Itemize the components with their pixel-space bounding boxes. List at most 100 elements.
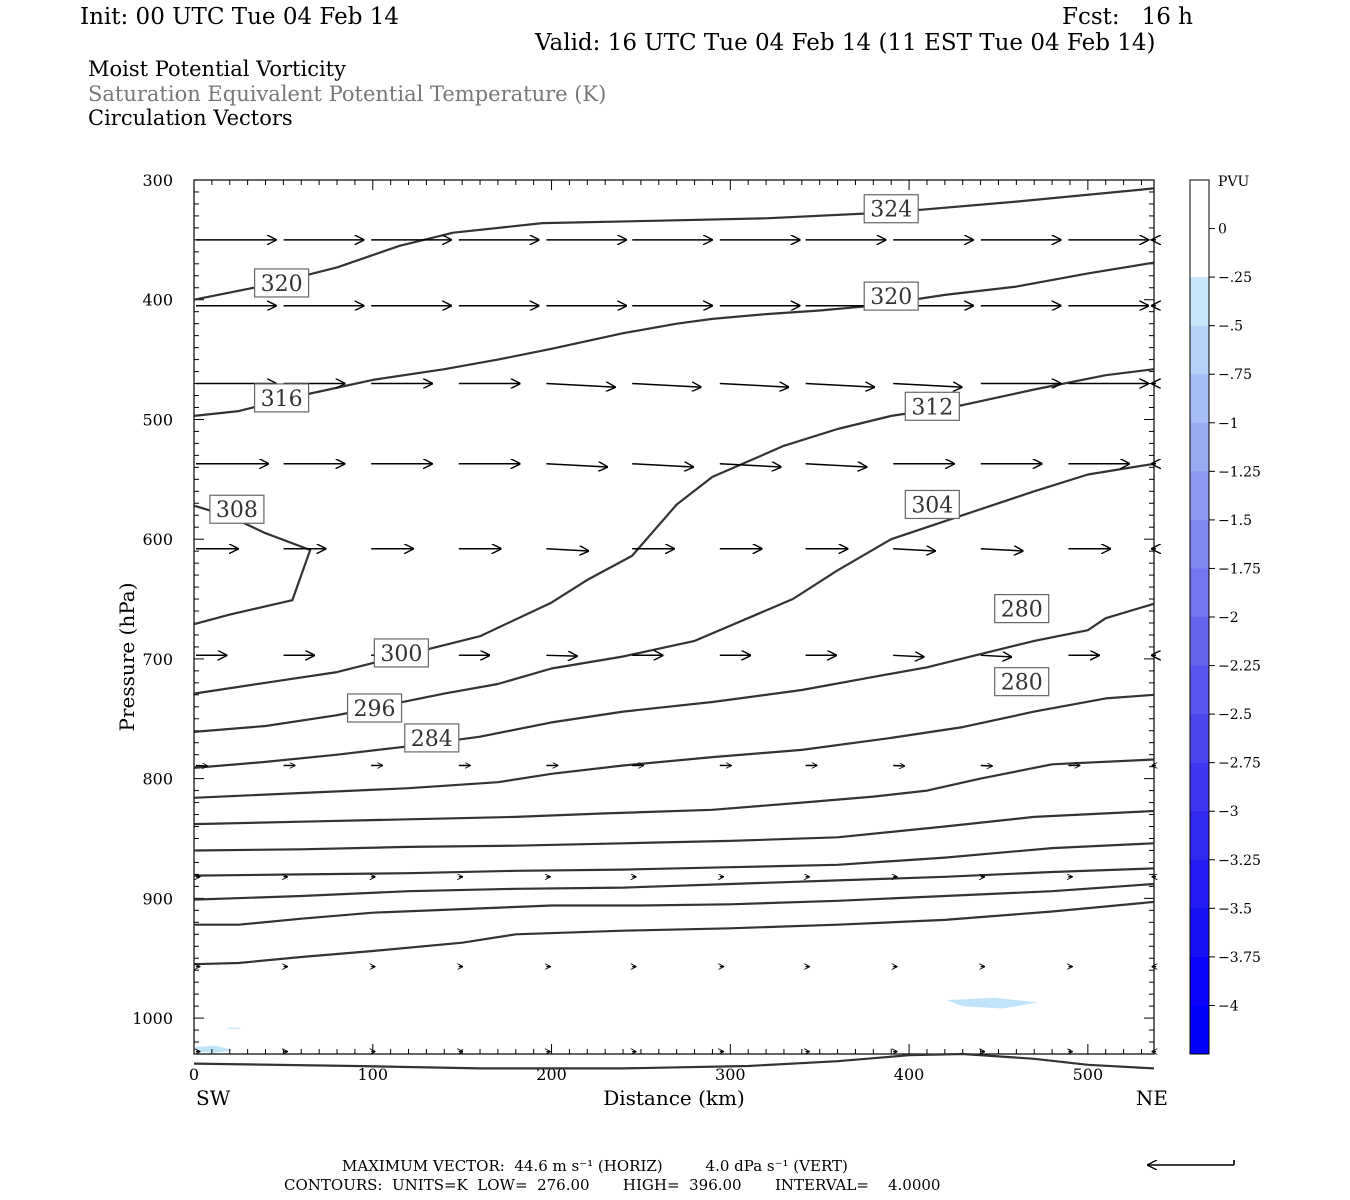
y-tick-label: 900 [142,889,173,908]
circulation-vector [546,384,614,388]
pv-shade-1 [195,1045,234,1053]
y-tick-label: 800 [142,770,173,789]
contour-label-box [863,281,919,311]
colorbar-segment [1190,908,1209,958]
contour-line-280 [193,1052,1155,1070]
y-tick-label: 300 [142,171,173,190]
contour-label: 284 [411,727,453,752]
contour-label: 320 [870,285,912,310]
circulation-vector [893,549,935,551]
colorbar-segment [1190,859,1209,909]
circulation-vector [980,549,1023,551]
contour-label: 280 [1001,598,1043,623]
maximum-vector-note: MAXIMUM VECTOR: 44.6 m s⁻¹ (HORIZ) 4.0 d… [342,1157,848,1175]
x-tick-label: 400 [894,1065,925,1084]
forecast-hour: Fcst: 16 h [1062,4,1193,30]
circulation-vector [719,464,781,467]
init-time: Init: 00 UTC Tue 04 Feb 14 [80,4,400,30]
colorbar-tick-label: −1.25 [1218,464,1261,480]
contour-label-box [994,594,1050,624]
colorbar-tick-label: −3 [1218,804,1239,820]
contour-line-324 [193,187,1155,301]
contour-line-308 [193,602,1155,769]
y-tick-label: 700 [142,650,173,669]
x-tick-label: 500 [1073,1065,1104,1084]
circulation-vector [893,384,961,388]
contour-label: 312 [911,395,953,420]
colorbar-segment [1190,228,1209,278]
colorbar-tick-label: −3.25 [1218,853,1261,869]
pv-shade-0 [946,997,1038,1009]
colorbar-tick-label: −4 [1218,998,1239,1014]
colorbar-segment [1190,1005,1209,1055]
circulation-vector [980,765,992,766]
x-end-label-right: NE [1136,1086,1168,1110]
contour-label-box [904,489,960,520]
colorbar-tick-label: −1 [1218,416,1239,432]
colorbar-segment [1190,471,1209,521]
contour-label: 296 [354,697,396,722]
colorbar-segment [1190,422,1209,472]
x-end-label-left: SW [196,1086,231,1110]
colorbar-segment [1190,956,1209,1006]
field-title-mpv: Moist Potential Vorticity [88,57,346,81]
circulation-vector [980,655,1011,657]
colorbar-segment [1190,762,1209,812]
field-title-theta-es: Saturation Equivalent Potential Temperat… [88,82,607,106]
contour-label-box [994,667,1050,697]
contour-label-box [346,693,403,723]
x-tick-label: 0 [189,1065,199,1084]
valid-time: Valid: 16 UTC Tue 04 Feb 14 (11 EST Tue … [535,30,1156,56]
contour-info-note: CONTOURS: UNITS=K LOW= 276.00 HIGH= 396.… [284,1176,941,1194]
y-tick-label: 1000 [132,1009,173,1028]
contour-label: 320 [261,272,303,297]
contour-label-box [904,391,960,421]
colorbar-tick-label: −2.25 [1218,659,1261,675]
colorbar-unit-label: PVU [1218,174,1250,190]
colorbar-tick-label: −.5 [1218,319,1243,335]
colorbar-segment [1190,811,1209,861]
field-title-vectors: Circulation Vectors [88,106,293,130]
circulation-vector [546,549,588,551]
contour-label-box [373,638,429,668]
colorbar-tick-label: −.25 [1218,270,1252,286]
colorbar-segment [1190,180,1209,229]
colorbar-segment [1190,325,1209,375]
colorbar-segment [1190,568,1209,618]
circulation-vector [195,765,207,766]
colorbar-tick-label: −2 [1218,610,1239,626]
contour-line-unlabeled [193,900,1155,966]
contour-label: 300 [380,642,422,667]
contour-label: 316 [261,387,303,412]
colorbar-tick-label: −1.5 [1218,513,1252,529]
contour-label: 324 [870,198,912,223]
colorbar-tick-label: 0 [1218,222,1227,238]
y-axis-label: Pressure (hPa) [115,583,139,732]
colorbar-segment [1190,617,1209,666]
colorbar-segment [1190,277,1209,326]
circulation-vector [719,384,788,388]
contour-label-box [863,194,919,224]
y-tick-label: 400 [142,291,173,310]
colorbar-tick-label: −.75 [1218,367,1252,383]
colorbar-tick-label: −2.5 [1218,707,1252,723]
pv-shade-2 [227,1027,241,1029]
circulation-vector [546,464,607,467]
circulation-vector [893,655,923,657]
y-tick-label: 500 [142,410,173,429]
circulation-vector [893,765,904,766]
contour-label-box [253,383,310,413]
colorbar-segment [1190,665,1209,715]
colorbar-tick-label: −2.75 [1218,756,1261,772]
circulation-vector [805,384,874,388]
colorbar-tick-label: −3.75 [1218,950,1261,966]
colorbar-tick-label: −1.75 [1218,561,1261,577]
contour-line-unlabeled [193,842,1155,877]
contour-label-box [209,494,265,524]
contour-line-284 [193,867,1155,901]
contour-line-280 [194,882,1155,926]
colorbar-tick-label: −3.5 [1218,901,1252,917]
contour-label-box [404,723,460,753]
plot-frame [193,179,1155,1055]
